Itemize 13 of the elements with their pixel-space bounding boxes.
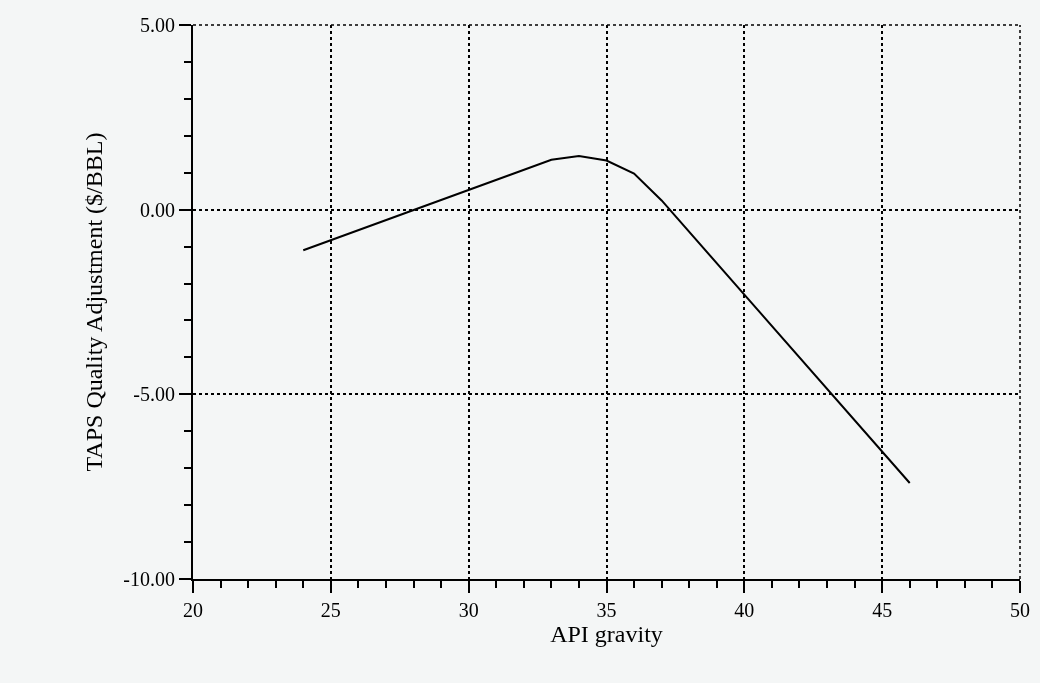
y-tick-label: 0.00 (140, 198, 175, 221)
x-axis-title: API gravity (550, 621, 663, 647)
x-tick-label: 35 (596, 599, 617, 621)
x-tick-label: 45 (872, 599, 893, 621)
y-axis-title: TAPS Quality Adjustment ($/BBL) (80, 132, 107, 472)
x-tick-label: 50 (1010, 599, 1030, 621)
y-tick-label: 5.00 (140, 14, 175, 36)
y-tick-label: -5.00 (133, 383, 175, 406)
x-tick-label: 20 (183, 599, 203, 621)
y-tick-label: -10.00 (123, 568, 175, 590)
x-tick-label: 25 (320, 599, 341, 621)
x-tick-label: 40 (734, 599, 755, 621)
x-tick-label: 30 (458, 599, 479, 621)
